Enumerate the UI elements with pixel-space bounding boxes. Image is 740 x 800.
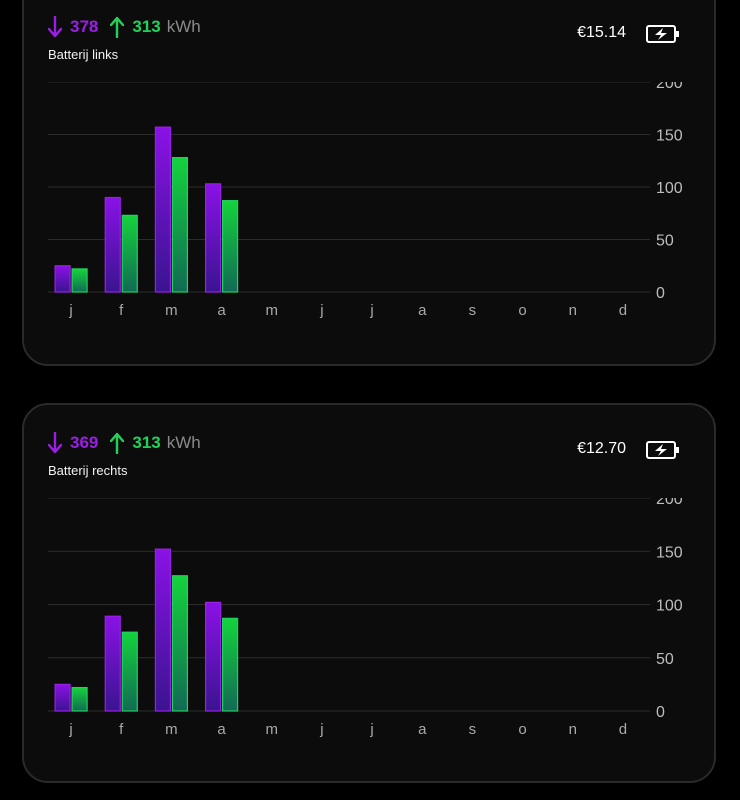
x-tick-label: f <box>119 721 124 738</box>
imported-value: 378 <box>70 17 99 36</box>
bar-export <box>221 617 239 712</box>
chart-svg: 0 50 100 150 200 j f m a m j j a s o n d <box>48 498 683 738</box>
chart-svg: 0 50 100 150 200 j f m a m j j a s o n d <box>48 82 683 319</box>
x-tick-label: o <box>518 302 526 319</box>
x-tick-label: m <box>165 721 178 738</box>
bar-import <box>154 126 172 293</box>
y-tick-label: 50 <box>656 651 674 668</box>
battery-name: Batterij links <box>48 47 119 62</box>
bar-import <box>54 265 71 293</box>
bar-import <box>104 615 121 712</box>
x-tick-label: s <box>469 721 477 738</box>
x-tick-label: a <box>217 721 226 738</box>
x-tick-label: j <box>319 302 323 319</box>
x-tick-label: j <box>68 721 72 738</box>
energy-stats: 369 313 kWh <box>48 432 201 454</box>
x-tick-label: m <box>165 302 178 319</box>
y-tick-label: 100 <box>656 180 683 197</box>
bar-export <box>121 214 138 293</box>
bar-export <box>71 268 88 293</box>
x-tick-label: m <box>266 721 279 738</box>
y-tick-label: 50 <box>656 233 674 250</box>
bar-export <box>221 200 239 293</box>
battery-name: Batterij rechts <box>48 463 128 478</box>
bar-import <box>204 601 222 712</box>
x-tick-label: j <box>369 302 373 319</box>
imported-value: 369 <box>70 433 99 452</box>
energy-stats: 378 313 kWh <box>48 16 201 38</box>
arrow-down-icon <box>48 432 62 454</box>
x-tick-label: n <box>569 721 577 738</box>
x-tick-label: j <box>369 721 373 738</box>
arrow-up-icon <box>110 16 125 38</box>
x-tick-label: s <box>469 302 477 319</box>
bar-export <box>171 575 189 712</box>
arrow-down-icon <box>48 16 62 38</box>
energy-unit: kWh <box>166 17 201 36</box>
price-value: €15.14 <box>577 24 626 41</box>
bar-import <box>154 548 172 712</box>
monthly-bar-chart: 0 50 100 150 200 j f m a m j j a s o n d <box>24 498 714 768</box>
bar-export <box>121 631 138 712</box>
battery-card-left[interactable]: 378 313 kWh Batterij links €15.14 0 50 100… <box>22 0 716 366</box>
bar-import <box>204 183 222 293</box>
bar-import <box>104 196 121 293</box>
x-tick-label: n <box>569 302 577 319</box>
y-tick-label: 0 <box>656 704 665 721</box>
bar-export <box>171 156 189 293</box>
exported-value: 313 <box>132 433 161 452</box>
x-tick-label: d <box>619 721 627 738</box>
monthly-bar-chart: 0 50 100 150 200 j f m a m j j a s o n d <box>24 82 714 342</box>
x-tick-label: a <box>217 302 226 319</box>
bar-import <box>54 683 71 712</box>
y-tick-label: 200 <box>656 498 683 508</box>
battery-charging-icon <box>646 25 680 43</box>
y-tick-label: 150 <box>656 128 683 145</box>
y-tick-label: 150 <box>656 544 683 561</box>
y-tick-label: 100 <box>656 598 683 615</box>
x-tick-label: a <box>418 302 427 319</box>
x-tick-label: o <box>518 721 526 738</box>
x-tick-label: m <box>266 302 279 319</box>
price-value: €12.70 <box>577 440 626 457</box>
y-tick-label: 0 <box>656 285 665 302</box>
arrow-up-icon <box>110 432 125 454</box>
battery-card-right[interactable]: 369 313 kWh Batterij rechts €12.70 0 50 10… <box>22 403 716 783</box>
energy-unit: kWh <box>166 433 201 452</box>
x-tick-label: a <box>418 721 427 738</box>
battery-charging-icon <box>646 441 680 459</box>
x-tick-label: d <box>619 302 627 319</box>
x-tick-label: j <box>319 721 323 738</box>
exported-value: 313 <box>132 17 161 36</box>
bar-export <box>71 686 88 712</box>
x-tick-label: j <box>68 302 72 319</box>
y-tick-label: 200 <box>656 82 683 92</box>
x-tick-label: f <box>119 302 124 319</box>
